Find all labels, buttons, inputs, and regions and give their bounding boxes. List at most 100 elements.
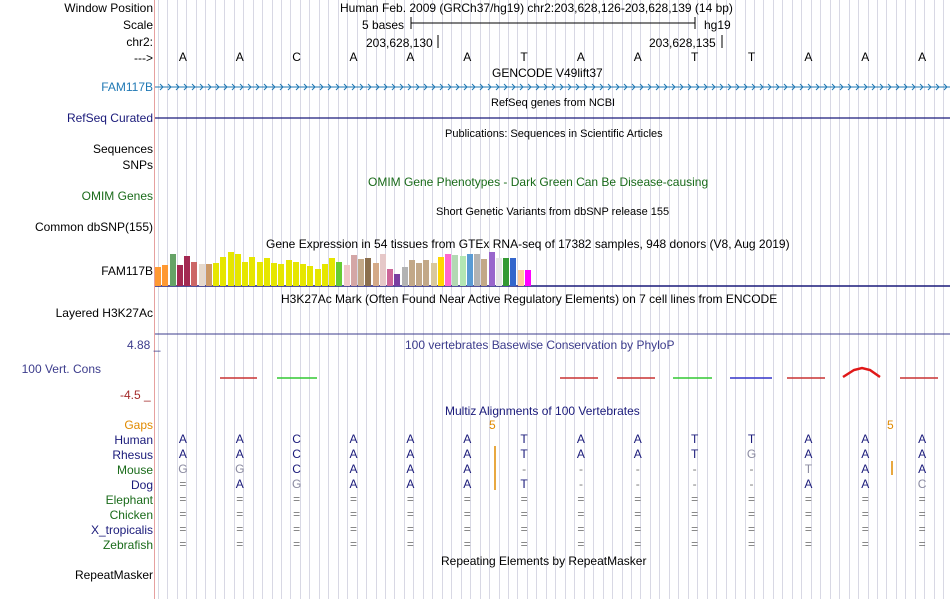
gridline [404, 0, 405, 599]
gridline [461, 0, 462, 599]
gtex-tissue-bar[interactable] [169, 254, 176, 286]
omim-track-label[interactable]: OMIM Genes [81, 189, 153, 203]
gtex-tissue-bar[interactable] [495, 258, 502, 286]
alignment-base: = [577, 507, 585, 521]
gtex-tissue-bar[interactable] [466, 254, 473, 286]
strand-chevron [423, 83, 428, 91]
gtex-tissue-bar[interactable] [191, 262, 198, 286]
gtex-tissue-bar[interactable] [271, 263, 277, 286]
gtex-tissue-bar[interactable] [176, 265, 183, 286]
alignment-base: = [861, 492, 869, 506]
gtex-tissue-bar[interactable] [379, 254, 386, 286]
gencode-track-label[interactable]: FAM117B [101, 80, 153, 94]
strand-chevron [623, 83, 628, 91]
gtex-tissue-bar[interactable] [488, 252, 495, 286]
gtex-tissue-bar[interactable] [242, 262, 248, 286]
gtex-tissue-bar[interactable] [292, 262, 299, 286]
gtex-tissue-bar[interactable] [387, 269, 393, 286]
gtex-tissue-bar[interactable] [213, 263, 219, 286]
gtex-tissue-bar[interactable] [307, 266, 314, 286]
gridline [924, 0, 925, 599]
gtex-tissue-bar[interactable] [401, 267, 408, 286]
strand-chevron [831, 83, 836, 91]
gtex-tissue-bar[interactable] [321, 264, 328, 286]
strand-chevron [479, 83, 484, 91]
conservation-track-label[interactable]: 100 Vert. Cons [21, 362, 101, 376]
gtex-tissue-bar[interactable] [184, 256, 190, 286]
gap-count-1: 5 [489, 418, 496, 432]
gtex-tissue-bar[interactable] [524, 270, 531, 286]
base-letter: A [576, 50, 585, 64]
gtex-tissue-bar[interactable] [372, 263, 379, 286]
repeatmasker-track-label[interactable]: RepeatMasker [74, 568, 153, 582]
gtex-tissue-bar[interactable] [365, 258, 372, 286]
species-label-x_tropicalis: X_tropicalis [90, 523, 153, 537]
gtex-track-label[interactable]: FAM117B [101, 264, 153, 278]
strand-chevron [503, 83, 508, 91]
strand-chevron [775, 83, 780, 91]
alignment-base: A [918, 447, 927, 461]
gtex-tissue-bar[interactable] [452, 255, 459, 286]
gtex-tissue-bar[interactable] [394, 274, 401, 286]
snps-track-label[interactable]: SNPs [122, 158, 153, 172]
strand-chevron [199, 83, 204, 91]
gtex-tissue-bar[interactable] [459, 256, 466, 286]
gap-count-2: 5 [887, 418, 894, 432]
strand-chevron [159, 83, 164, 91]
sequences-track-label[interactable]: Sequences [92, 142, 153, 156]
gtex-tissue-bar[interactable] [249, 257, 256, 286]
strand-chevron [247, 83, 252, 91]
base-letter: A [349, 50, 358, 64]
alignment-base: A [406, 432, 415, 446]
gtex-tissue-bar[interactable] [408, 260, 415, 286]
gtex-tissue-bar[interactable] [329, 258, 335, 286]
gtex-tissue-bar[interactable] [437, 257, 444, 286]
gtex-tissue-bar[interactable] [481, 259, 488, 286]
gtex-tissue-bar[interactable] [256, 262, 263, 286]
alignment-base: = [691, 507, 699, 521]
gtex-tissue-bar[interactable] [503, 258, 509, 286]
gridline [234, 0, 235, 599]
refseq-track-label[interactable]: RefSeq Curated [66, 111, 153, 125]
gtex-tissue-bar[interactable] [278, 264, 285, 286]
gtex-tissue-bar[interactable] [314, 269, 321, 286]
alignment-base: = [463, 522, 471, 536]
strand-chevron [639, 83, 644, 91]
dbsnp-track-title: Short Genetic Variants from dbSNP releas… [436, 206, 670, 218]
gtex-tissue-bar[interactable] [205, 264, 212, 286]
gtex-tissue-bar[interactable] [285, 260, 292, 286]
species-label-dog: Dog [130, 478, 153, 492]
gtex-tissue-bar[interactable] [162, 265, 169, 286]
species-label-zebrafish: Zebrafish [102, 538, 153, 552]
h3k27ac-track-label[interactable]: Layered H3K27Ac [55, 306, 153, 320]
gtex-tissue-bar[interactable] [358, 259, 364, 286]
strand-chevron [591, 83, 596, 91]
gtex-tissue-bar[interactable] [220, 257, 227, 286]
gtex-tissue-bar[interactable] [474, 254, 480, 286]
alignment-base: T [804, 462, 813, 476]
gtex-tissue-bar[interactable] [198, 264, 205, 286]
gtex-tissue-bar[interactable] [227, 252, 234, 286]
gtex-tissue-bar[interactable] [234, 254, 241, 286]
gtex-tissue-bar[interactable] [263, 258, 270, 286]
gtex-tissue-bar[interactable] [445, 254, 451, 286]
alignment-base: = [520, 537, 528, 551]
gtex-tissue-bar[interactable] [343, 265, 350, 286]
gtex-tissue-bar[interactable] [416, 263, 422, 286]
gtex-tissue-bar[interactable] [350, 255, 357, 286]
gridline [432, 0, 433, 599]
gridline [489, 0, 490, 599]
gtex-tissue-bar[interactable] [300, 264, 306, 286]
gtex-tissue-bar[interactable] [510, 258, 517, 286]
gtex-tissue-bar[interactable] [430, 263, 437, 286]
alignment-base: A [406, 477, 415, 491]
dbsnp-track-label[interactable]: Common dbSNP(155) [34, 220, 153, 234]
gtex-tissue-bar[interactable] [517, 270, 524, 286]
gtex-tissue-bar[interactable] [155, 267, 161, 286]
alignment-base: = [293, 522, 301, 536]
alignment-base: = [918, 522, 926, 536]
gtex-tissue-bar[interactable] [336, 262, 343, 286]
strand-chevron [687, 83, 692, 91]
gtex-tissue-bar[interactable] [423, 260, 430, 286]
